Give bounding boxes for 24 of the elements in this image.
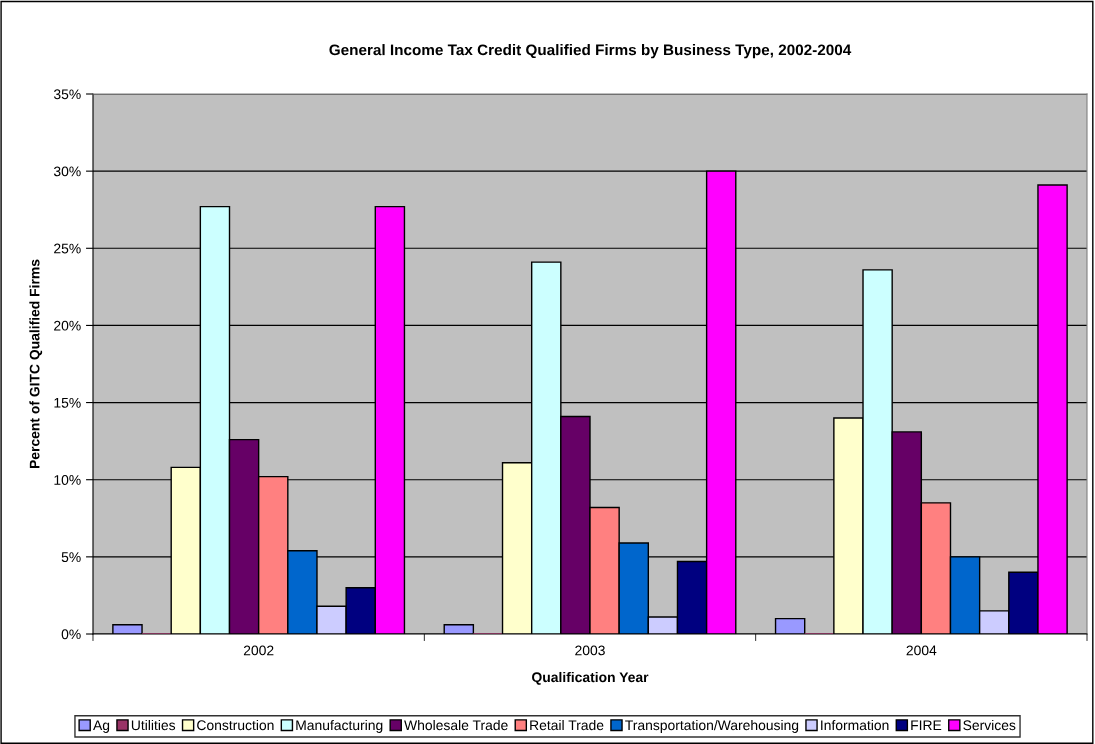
legend-label: Retail Trade — [530, 719, 604, 731]
y-tick-label: 35% — [53, 89, 81, 100]
y-tick-label: 0% — [61, 629, 81, 640]
x-tick-label: 2004 — [906, 645, 937, 656]
y-axis-title: Percent of GITC Qualified Firms — [29, 259, 43, 469]
legend-label: Ag — [93, 720, 110, 733]
y-tick-label: 10% — [54, 475, 81, 485]
y-tick-label: 30% — [53, 166, 81, 177]
y-tick-label: 20% — [54, 320, 81, 331]
x-axis-title: Qualification Year — [532, 671, 649, 685]
chart-title: General Income Tax Credit Qualified Firms by Business Type, 2002-2004 — [329, 44, 852, 59]
legend-label: Wholesale Trade — [404, 719, 508, 731]
y-tick-label: 25% — [54, 243, 81, 254]
legend-label: Transportation/Warehousing — [625, 719, 799, 733]
legend-label: Utilities — [131, 719, 176, 731]
x-tick-label: 2003 — [575, 645, 605, 656]
legend-label: Information — [821, 719, 889, 731]
y-tick-label: 15% — [54, 397, 81, 408]
y-tick-label: 5% — [61, 552, 81, 563]
legend-label: FIRE — [911, 720, 942, 731]
legend-label: Services — [963, 719, 1016, 731]
legend-label: Manufacturing — [296, 719, 383, 733]
legend-label: Construction — [197, 719, 274, 731]
x-tick-label: 2002 — [243, 645, 274, 656]
